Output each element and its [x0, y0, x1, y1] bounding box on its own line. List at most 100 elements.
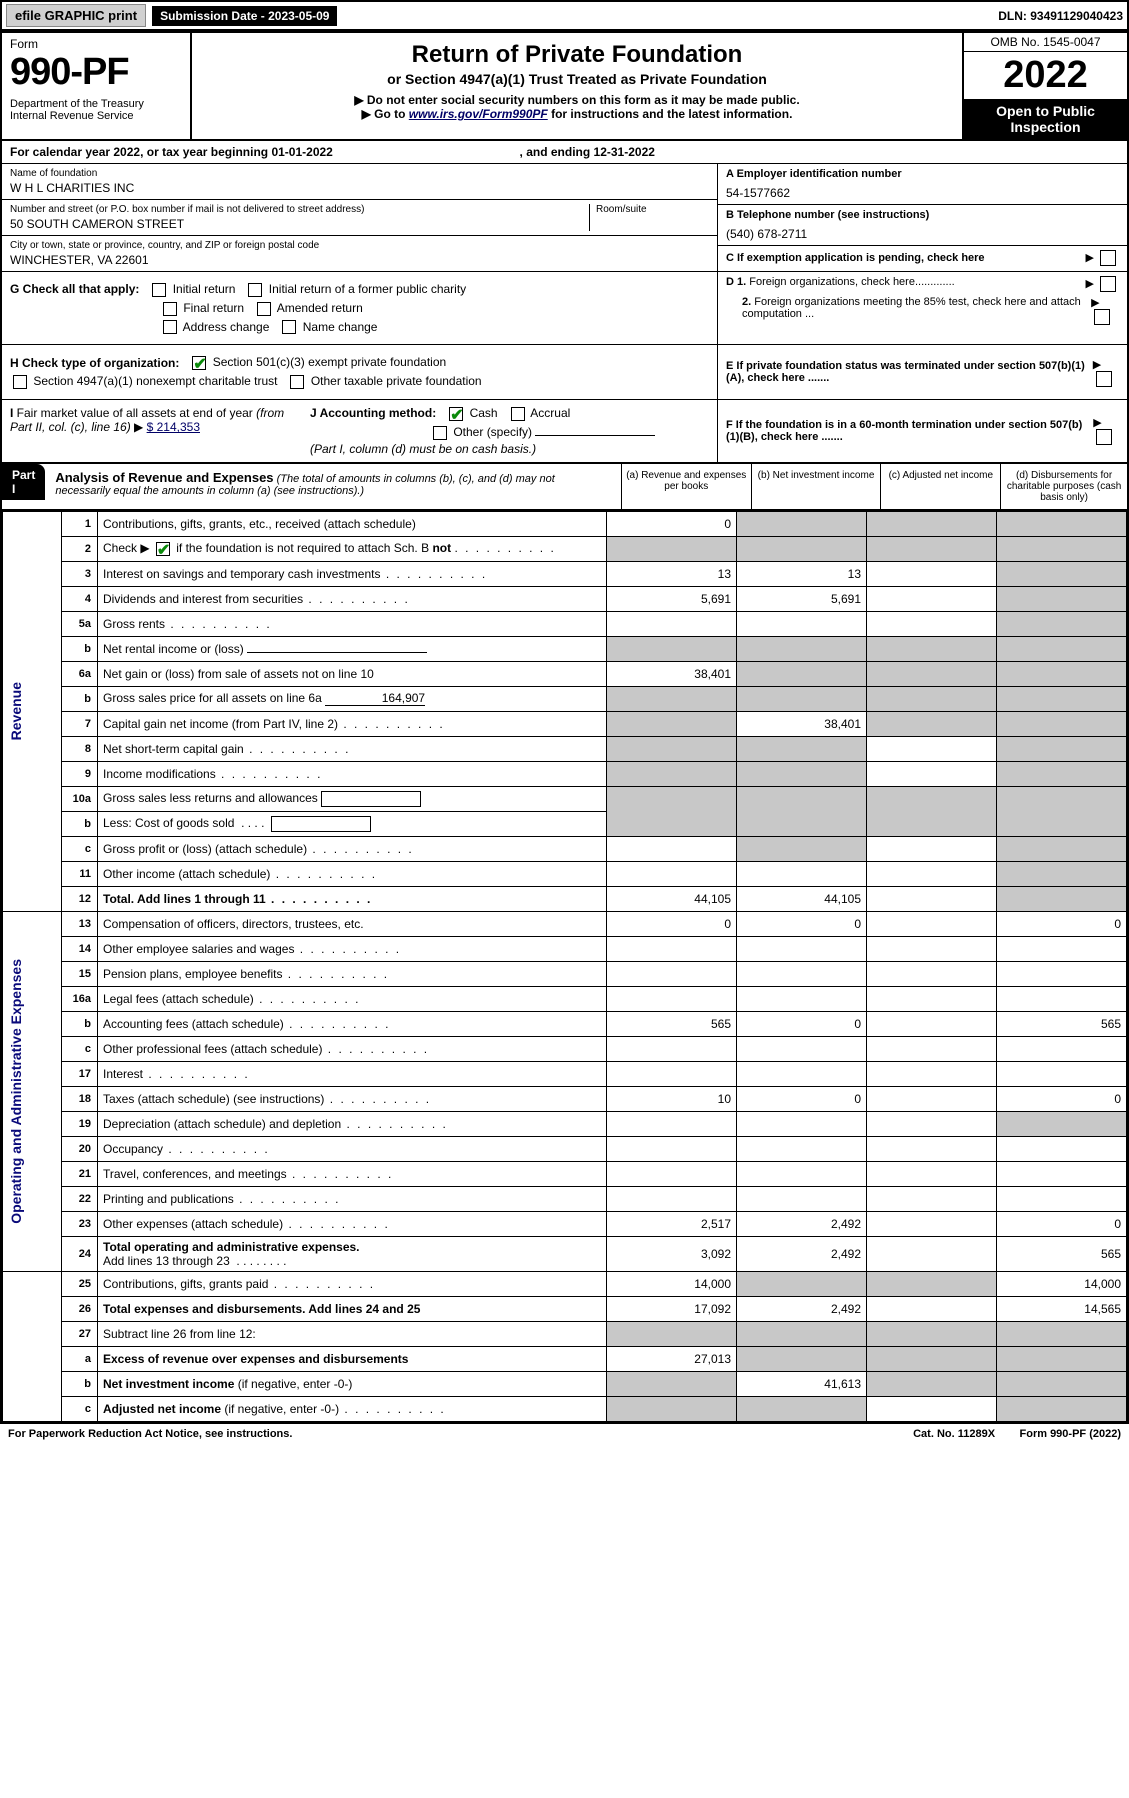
g-initial-return[interactable]	[152, 283, 166, 297]
part1-header-row: Part I Analysis of Revenue and Expenses …	[2, 462, 1127, 511]
row-15: Pension plans, employee benefits	[98, 961, 607, 986]
exemption-pending-cell: C If exemption application is pending, c…	[718, 246, 1127, 270]
row-16b: Accounting fees (attach schedule)	[98, 1011, 607, 1036]
row-21: Travel, conferences, and meetings	[98, 1161, 607, 1186]
col-d-header: (d) Disbursements for charitable purpose…	[1000, 464, 1127, 509]
fmv-value: $ 214,353	[147, 420, 200, 434]
f-checkbox[interactable]	[1096, 429, 1112, 445]
row-18: Taxes (attach schedule) (see instruction…	[98, 1086, 607, 1111]
row-7: Capital gain net income (from Part IV, l…	[98, 711, 607, 736]
irs-link[interactable]: www.irs.gov/Form990PF	[409, 107, 548, 121]
form-number: 990-PF	[10, 51, 182, 94]
row-16a: Legal fees (attach schedule)	[98, 986, 607, 1011]
schb-checkbox[interactable]	[156, 542, 170, 556]
foundation-name-cell: Name of foundation W H L CHARITIES INC	[2, 164, 717, 200]
row-6b: Gross sales price for all assets on line…	[98, 686, 607, 711]
part1-table: Revenue 1Contributions, gifts, grants, e…	[2, 511, 1127, 1422]
d1-checkbox[interactable]	[1100, 276, 1116, 292]
row-23: Other expenses (attach schedule)	[98, 1211, 607, 1236]
footer-form: Form 990-PF (2022)	[1020, 1428, 1122, 1440]
row-13: Compensation of officers, directors, tru…	[98, 911, 607, 936]
dept-treasury: Department of the Treasury Internal Reve…	[10, 98, 182, 122]
calendar-year-row: For calendar year 2022, or tax year begi…	[2, 141, 1127, 164]
d2-checkbox[interactable]	[1094, 309, 1110, 325]
row-10c: Gross profit or (loss) (attach schedule)	[98, 836, 607, 861]
form-header: Form 990-PF Department of the Treasury I…	[2, 33, 1127, 141]
row-16c: Other professional fees (attach schedule…	[98, 1036, 607, 1061]
row-20: Occupancy	[98, 1136, 607, 1161]
footer-left: For Paperwork Reduction Act Notice, see …	[8, 1428, 292, 1440]
page-footer: For Paperwork Reduction Act Notice, see …	[0, 1424, 1129, 1444]
omb-number: OMB No. 1545-0047	[964, 33, 1127, 52]
j-other-checkbox[interactable]	[433, 426, 447, 440]
revenue-label: Revenue	[8, 682, 24, 740]
form-title: Return of Private Foundation	[202, 41, 952, 69]
efile-print-button[interactable]: efile GRAPHIC print	[6, 4, 146, 27]
j-accrual-checkbox[interactable]	[511, 407, 525, 421]
row-27a: Excess of revenue over expenses and disb…	[98, 1346, 607, 1371]
row-27: Subtract line 26 from line 12:	[98, 1321, 607, 1346]
e-checkbox[interactable]	[1096, 371, 1112, 387]
col-c-header: (c) Adjusted net income	[880, 464, 1000, 509]
row-5b: Net rental income or (loss)	[98, 636, 607, 661]
i-fmv-section: I Fair market value of all assets at end…	[10, 406, 290, 456]
form-subtitle: or Section 4947(a)(1) Trust Treated as P…	[202, 71, 952, 87]
row-2: Check ▶ if the foundation is not require…	[98, 536, 607, 561]
col-a-header: (a) Revenue and expenses per books	[621, 464, 751, 509]
row-10b: Less: Cost of goods sold . . . .	[98, 811, 607, 836]
row-3: Interest on savings and temporary cash i…	[98, 561, 607, 586]
form-note-link: ▶ Go to www.irs.gov/Form990PF for instru…	[202, 107, 952, 121]
h-501c3-checkbox[interactable]	[192, 356, 206, 370]
row-5a: Gross rents	[98, 611, 607, 636]
tax-year: 2022	[964, 52, 1127, 99]
d-foreign-section: D 1. D 1. Foreign organizations, check h…	[717, 272, 1127, 344]
h-org-type-section: H Check type of organization: Section 50…	[2, 345, 717, 399]
room-suite-cell: Room/suite	[589, 204, 709, 231]
g-initial-former[interactable]	[248, 283, 262, 297]
form-container: Form 990-PF Department of the Treasury I…	[0, 31, 1129, 1424]
ein-cell: A Employer identification number 54-1577…	[718, 164, 1127, 205]
row-25: Contributions, gifts, grants paid	[98, 1271, 607, 1296]
row-22: Printing and publications	[98, 1186, 607, 1211]
h-4947-checkbox[interactable]	[13, 375, 27, 389]
g-address-change[interactable]	[163, 320, 177, 334]
top-bar: efile GRAPHIC print Submission Date - 20…	[0, 0, 1129, 31]
row-27c: Adjusted net income (if negative, enter …	[98, 1396, 607, 1421]
col-b-header: (b) Net investment income	[751, 464, 881, 509]
row-17: Interest	[98, 1061, 607, 1086]
row-11: Other income (attach schedule)	[98, 861, 607, 886]
j-cash-checkbox[interactable]	[449, 407, 463, 421]
g-final-return[interactable]	[163, 302, 177, 316]
address-cell: Number and street (or P.O. box number if…	[10, 204, 589, 231]
form-note-ssn: ▶ Do not enter social security numbers o…	[202, 93, 952, 107]
row-19: Depreciation (attach schedule) and deple…	[98, 1111, 607, 1136]
row-8: Net short-term capital gain	[98, 736, 607, 761]
telephone-cell: B Telephone number (see instructions) (5…	[718, 205, 1127, 246]
c-checkbox[interactable]	[1100, 250, 1116, 266]
expenses-label: Operating and Administrative Expenses	[8, 959, 24, 1224]
open-to-public: Open to Public Inspection	[964, 99, 1127, 139]
j-accounting-section: J Accounting method: Cash Accrual Other …	[310, 406, 655, 456]
row-27b: Net investment income (if negative, ente…	[98, 1371, 607, 1396]
part1-label: Part I	[2, 464, 45, 500]
row-10a: Gross sales less returns and allowances	[98, 786, 607, 811]
form-label: Form	[10, 37, 182, 51]
h-other-taxable-checkbox[interactable]	[290, 375, 304, 389]
g-amended-return[interactable]	[257, 302, 271, 316]
row-12: Total. Add lines 1 through 11	[98, 886, 607, 911]
g-name-change[interactable]	[282, 320, 296, 334]
row-6a: Net gain or (loss) from sale of assets n…	[98, 661, 607, 686]
row-1: Contributions, gifts, grants, etc., rece…	[98, 511, 607, 536]
submission-date-label: Submission Date - 2023-05-09	[152, 6, 337, 26]
dln: DLN: 93491129040423	[998, 9, 1123, 23]
e-terminated-section: E If private foundation status was termi…	[717, 345, 1127, 399]
row-4: Dividends and interest from securities	[98, 586, 607, 611]
footer-catno: Cat. No. 11289X	[913, 1428, 995, 1440]
g-check-section: G Check all that apply: Initial return I…	[2, 272, 717, 344]
row-26: Total expenses and disbursements. Add li…	[98, 1296, 607, 1321]
row-9: Income modifications	[98, 761, 607, 786]
city-cell: City or town, state or province, country…	[2, 236, 717, 271]
row-14: Other employee salaries and wages	[98, 936, 607, 961]
f-60month-section: F If the foundation is in a 60-month ter…	[717, 400, 1127, 462]
row-24: Total operating and administrative expen…	[98, 1236, 607, 1271]
